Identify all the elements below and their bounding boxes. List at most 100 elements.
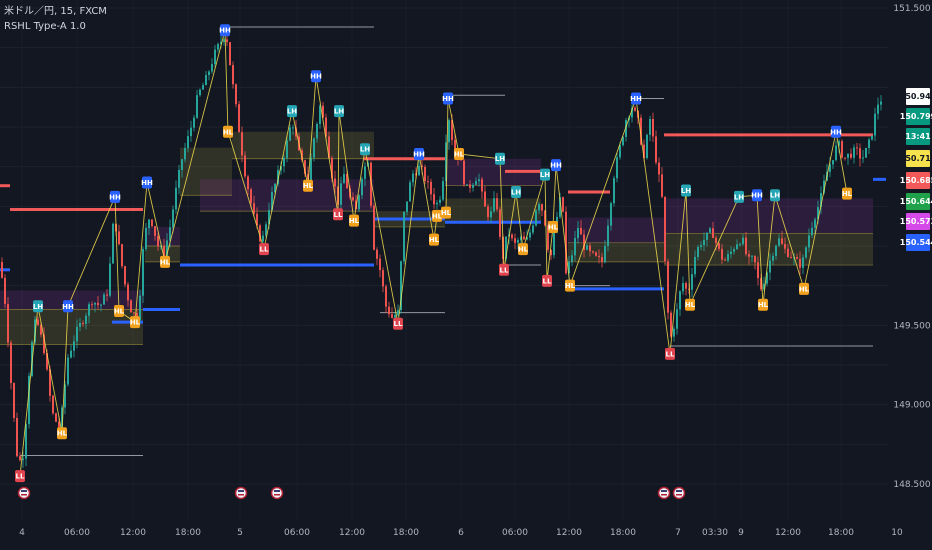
- candle-body: [715, 237, 717, 244]
- price-label-text: 150.644: [900, 197, 932, 206]
- pivot-tag-label: HH: [630, 95, 642, 103]
- price-label-bg: [906, 128, 930, 145]
- candle-body: [481, 179, 483, 192]
- candle-body: [565, 211, 567, 274]
- candle-body: [400, 261, 402, 310]
- candle-body: [121, 244, 123, 267]
- economic-event-marker[interactable]: [17, 486, 31, 500]
- time-tick-label: 12:00: [775, 528, 801, 538]
- candle-body: [94, 302, 96, 305]
- price-tick-label: 149.000: [893, 401, 930, 411]
- price-label-bg: [906, 213, 930, 230]
- candle-body: [316, 124, 318, 139]
- flag-stripe: [661, 490, 667, 492]
- price-label: 150.685: [900, 172, 932, 189]
- pivot-tag-bg: [360, 143, 370, 156]
- candle-body: [529, 232, 531, 238]
- candle-body: [28, 375, 30, 425]
- candle-body: [622, 136, 624, 146]
- candle-body: [172, 209, 174, 228]
- chart-legend[interactable]: 米ドル／円, 15, FXCM RSHL Type-A 1.0: [4, 4, 107, 34]
- candle-body: [808, 235, 810, 248]
- candle-body: [403, 211, 405, 262]
- pivot-tag-label: HH: [442, 95, 454, 103]
- pivot-tag-bg: [441, 206, 451, 219]
- pivot-tag-lh: LH: [734, 190, 744, 203]
- candle-body: [151, 219, 153, 227]
- economic-event-marker[interactable]: [657, 486, 671, 500]
- candle-body: [835, 145, 837, 161]
- pivot-tag-hl: HL: [441, 206, 452, 219]
- candle-body: [142, 249, 144, 296]
- pivot-tag-hl: HL: [548, 220, 559, 233]
- candle-body: [742, 237, 744, 245]
- candle-body: [829, 164, 831, 172]
- time-tick-label: 06:00: [64, 528, 90, 538]
- candle-body: [208, 71, 210, 76]
- pivot-tag-label: HL: [57, 430, 68, 438]
- candle-body: [625, 120, 627, 137]
- economic-event-marker[interactable]: [270, 486, 284, 500]
- economic-event-marker[interactable]: [672, 486, 686, 500]
- pivot-tag-label: LL: [260, 246, 269, 254]
- candle-body: [247, 176, 249, 190]
- economic-events[interactable]: [17, 486, 686, 500]
- pivot-tag-bg: [110, 190, 120, 203]
- candle-body: [211, 64, 213, 72]
- candle-body: [763, 283, 765, 290]
- candle-body: [634, 107, 636, 111]
- time-tick-label: 06:00: [284, 528, 310, 538]
- candle-body: [292, 127, 294, 129]
- candle-body: [583, 234, 585, 250]
- candle-body: [412, 173, 414, 183]
- candle-body: [862, 157, 864, 159]
- time-tick-label: 10: [891, 528, 903, 538]
- candle-body: [370, 162, 372, 206]
- pivot-tag-label: HH: [109, 193, 121, 201]
- candle-body: [832, 160, 834, 165]
- candle-body: [52, 395, 54, 414]
- pivot-tag-bg: [220, 24, 230, 37]
- candle-body: [214, 49, 216, 65]
- pivot-tag-hh: HH: [413, 147, 425, 160]
- candle-body: [217, 43, 219, 50]
- pivot-tag-bg: [551, 159, 561, 172]
- price-label-bg: [906, 193, 930, 210]
- pivot-tag-label: LL: [500, 266, 509, 274]
- candle-body: [61, 407, 63, 429]
- symbol-title[interactable]: 米ドル／円, 15, FXCM: [4, 6, 107, 17]
- price-tick-label: 149.500: [893, 321, 930, 331]
- price-axis[interactable]: 151.500 149.500 149.000 148.500: [888, 0, 932, 550]
- economic-event-marker[interactable]: [234, 486, 248, 500]
- candle-body: [427, 181, 429, 183]
- zone-band: [568, 217, 664, 243]
- zone-band: [568, 242, 664, 262]
- candle-body: [421, 165, 423, 167]
- time-tick-label: 12:00: [556, 528, 582, 538]
- candle-body: [250, 189, 252, 204]
- candle-body: [97, 302, 99, 306]
- candle-body: [181, 159, 183, 170]
- candle-body: [865, 147, 867, 158]
- candle-body: [193, 117, 195, 128]
- pivot-tag-bg: [393, 317, 403, 330]
- candle-body: [127, 284, 129, 301]
- price-label: 150.715: [900, 150, 932, 167]
- candle-body: [655, 136, 657, 163]
- candle-body: [409, 182, 411, 202]
- candle-body: [394, 315, 396, 318]
- pivot-tag-label: LH: [334, 108, 344, 116]
- pivot-tag-bg: [495, 152, 505, 165]
- candle-body: [499, 209, 501, 237]
- candle-body: [784, 244, 786, 249]
- candle-body: [76, 326, 78, 342]
- time-axis[interactable]: 4 06:00 12:00 18:00 5 06:00 12:00 18:00 6 06:00 12…: [0, 520, 932, 550]
- pivot-tag-hh: HH: [751, 189, 763, 202]
- price-label: 150.799: [900, 108, 932, 125]
- pivot-tag-label: HL: [160, 258, 171, 266]
- pivot-tag-bg: [681, 184, 691, 197]
- candle-body: [580, 227, 582, 235]
- flag-icon: [234, 486, 248, 500]
- indicator-title[interactable]: RSHL Type-A 1.0: [4, 21, 86, 32]
